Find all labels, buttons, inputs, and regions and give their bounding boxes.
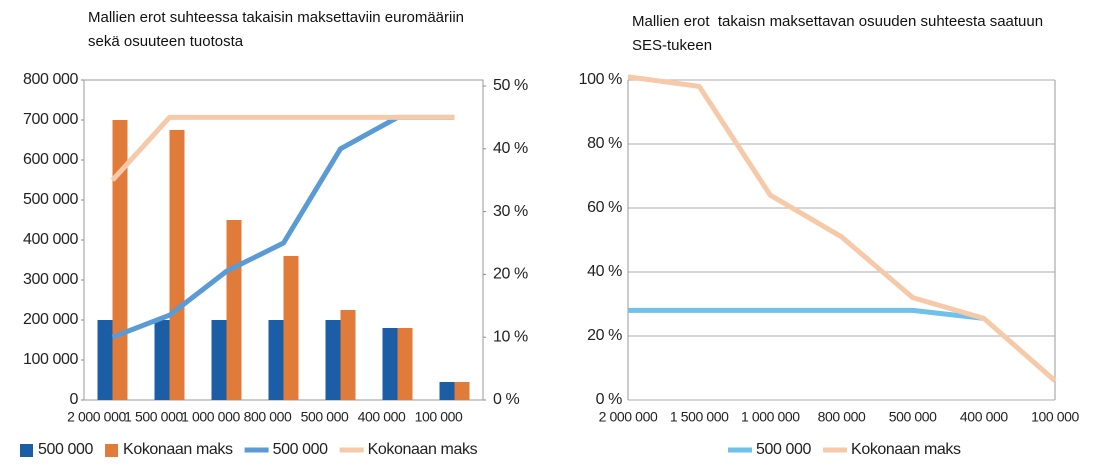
y-tick-label: 300 000 xyxy=(23,271,79,288)
bar xyxy=(283,256,299,400)
y2-tick-label: 0 % xyxy=(493,391,520,408)
bar xyxy=(112,120,128,400)
legend-label: 500 000 xyxy=(273,441,329,458)
x-tick-label: 500 000 xyxy=(301,409,349,425)
bar xyxy=(268,320,284,400)
legend-label: 500 000 xyxy=(38,441,94,458)
y2-tick-label: 30 % xyxy=(493,203,528,220)
bar xyxy=(169,130,185,400)
x-tick-label: 1 500 000 xyxy=(670,409,729,425)
y-tick-label: 800 000 xyxy=(23,71,79,88)
y-tick-label: 500 000 xyxy=(23,191,79,208)
x-tick-label: 1 000 000 xyxy=(741,409,800,425)
chart-title: Mallien erot takaisn maksettavan osuuden… xyxy=(632,13,1048,54)
chart-title: Mallien erot suhteessa takaisin maksetta… xyxy=(88,9,469,50)
y-tick-label: 60 % xyxy=(587,199,622,216)
x-tick-label: 1 000 000 xyxy=(181,409,240,425)
legend-swatch xyxy=(20,444,33,457)
bar xyxy=(226,220,242,400)
bar xyxy=(97,320,113,400)
y-tick-label: 80 % xyxy=(587,135,622,152)
bar xyxy=(340,310,356,400)
line-series xyxy=(627,74,1057,383)
x-tick-label: 500 000 xyxy=(889,409,937,425)
x-tick-label: 400 000 xyxy=(358,409,406,425)
y-tick-label: 100 000 xyxy=(23,351,79,368)
bar xyxy=(454,382,470,400)
x-tick-label: 400 000 xyxy=(960,409,1008,425)
x-tick-label: 2 000 000 xyxy=(599,409,658,425)
bar xyxy=(439,382,455,400)
x-tick-label: 100 000 xyxy=(415,409,463,425)
y2-tick-label: 40 % xyxy=(493,140,528,157)
y-tick-label: 100 % xyxy=(579,71,623,88)
legend-label: 500 000 xyxy=(756,441,812,458)
x-tick-label: 800 000 xyxy=(818,409,866,425)
y-tick-label: 0 xyxy=(70,391,79,408)
bar xyxy=(325,320,341,400)
line-series xyxy=(628,307,985,321)
y-tick-label: 20 % xyxy=(587,327,622,344)
bar xyxy=(382,328,398,400)
y-tick-label: 600 000 xyxy=(23,151,79,168)
legend-swatch xyxy=(105,444,119,457)
y-tick-label: 400 000 xyxy=(23,231,79,248)
line-series xyxy=(110,114,455,182)
y-tick-label: 0 % xyxy=(596,391,623,408)
legend-label: Kokonaan maks xyxy=(123,441,233,458)
bar xyxy=(154,320,170,400)
y-tick-label: 200 000 xyxy=(23,311,79,328)
legend-label: Kokonaan maks xyxy=(851,441,961,458)
y2-tick-label: 20 % xyxy=(493,266,528,283)
y2-tick-label: 50 % xyxy=(493,77,528,94)
x-tick-label: 1 500 000 xyxy=(124,409,183,425)
y-tick-label: 40 % xyxy=(587,263,622,280)
legend-label: Kokonaan maks xyxy=(368,441,478,458)
y-tick-label: 700 000 xyxy=(23,111,79,128)
x-tick-label: 800 000 xyxy=(244,409,292,425)
x-tick-label: 100 000 xyxy=(1031,409,1079,425)
bar xyxy=(211,320,227,400)
y2-tick-label: 10 % xyxy=(493,328,528,345)
x-tick-label: 2 000 000 xyxy=(67,409,126,425)
bar xyxy=(397,328,413,400)
